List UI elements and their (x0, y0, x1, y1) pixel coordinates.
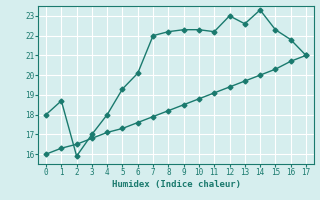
X-axis label: Humidex (Indice chaleur): Humidex (Indice chaleur) (111, 180, 241, 189)
